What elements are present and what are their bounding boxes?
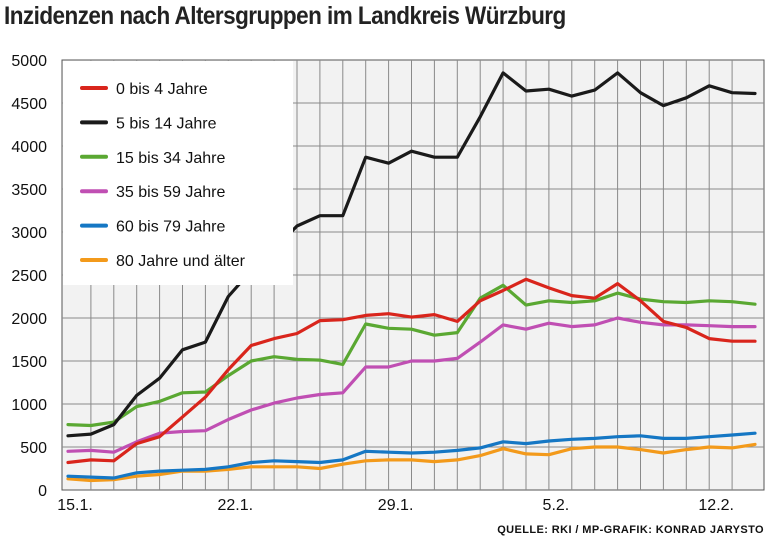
legend-label: 60 bis 79 Jahre (116, 219, 226, 236)
chart-title: Inzidenzen nach Altersgruppen im Landkre… (4, 2, 566, 30)
y-tick-label: 2500 (11, 268, 47, 285)
x-tick-label: 29.1. (378, 497, 414, 514)
legend-label: 15 bis 34 Jahre (116, 150, 226, 167)
series-line-4 (66, 431, 757, 480)
source-credit: QUELLE: RKI / MP-GRAFIK: KONRAD JARYSTO (497, 524, 764, 536)
x-tick-label: 22.1. (218, 497, 254, 514)
series-line-1 (66, 71, 757, 438)
legend-label: 80 Jahre und älter (116, 253, 246, 270)
y-tick-label: 5000 (11, 53, 47, 70)
legend: 0 bis 4 Jahre 5 bis 14 Jahre 15 bis 34 Jah… (63, 61, 293, 285)
legend-label: 0 bis 4 Jahre (116, 81, 208, 98)
y-tick-label: 0 (38, 483, 47, 500)
y-tick-label: 1000 (11, 397, 47, 414)
y-tick-label: 500 (20, 440, 47, 457)
series-lines (66, 71, 757, 483)
legend-box (63, 61, 293, 285)
y-tick-label: 2000 (11, 311, 47, 328)
y-tick-label: 3000 (11, 225, 47, 242)
y-tick-label: 1500 (11, 354, 47, 371)
x-tick-label: 12.2. (698, 497, 734, 514)
y-tick-label: 3500 (11, 182, 47, 199)
series-line-3 (66, 316, 757, 454)
series-line-0 (66, 277, 757, 465)
x-tick-label: 15.1. (57, 497, 93, 514)
axis-labels: 0 500 1000 1500 2000 2500 3000 3500 4000 4500 5000… (11, 53, 734, 514)
y-tick-label: 4000 (11, 139, 47, 156)
legend-label: 35 bis 59 Jahre (116, 184, 226, 201)
y-tick-label: 4500 (11, 96, 47, 113)
x-tick-label: 5.2. (543, 497, 570, 514)
legend-label: 5 bis 14 Jahre (116, 115, 217, 132)
